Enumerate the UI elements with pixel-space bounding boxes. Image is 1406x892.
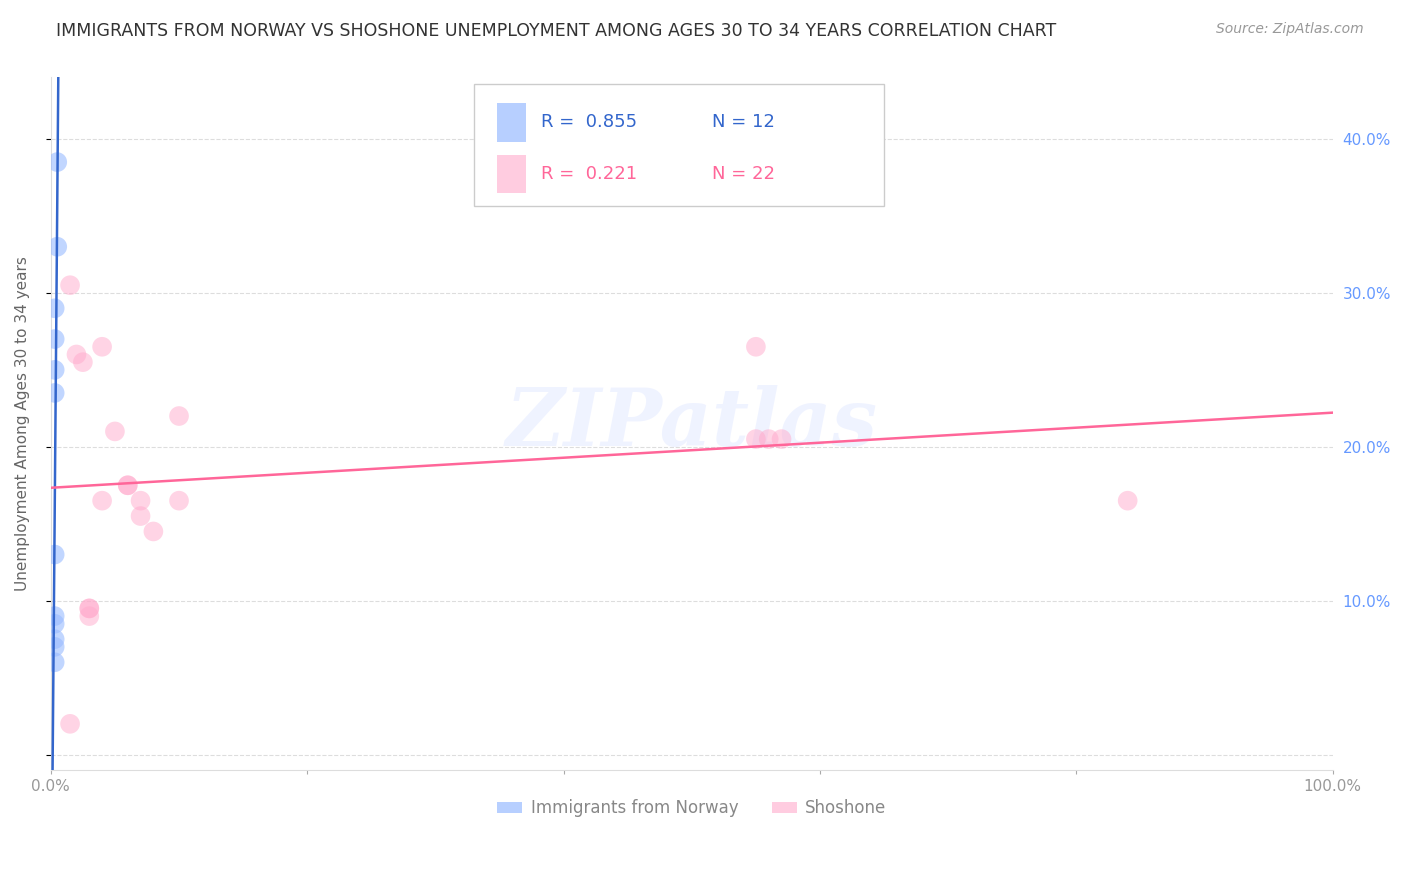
Point <box>65 347 87 361</box>
Point <box>44 616 66 631</box>
Text: R =  0.855: R = 0.855 <box>541 113 637 131</box>
Point <box>117 478 139 492</box>
Point <box>129 493 152 508</box>
Point <box>72 355 94 369</box>
Point <box>44 632 66 647</box>
Point <box>44 386 66 401</box>
Point <box>1116 493 1139 508</box>
Point <box>79 601 101 615</box>
Point <box>44 363 66 377</box>
Point <box>46 240 69 254</box>
Point <box>44 655 66 669</box>
Point <box>142 524 165 539</box>
Point <box>758 432 780 446</box>
Point <box>44 301 66 316</box>
Point <box>129 509 152 524</box>
Text: IMMIGRANTS FROM NORWAY VS SHOSHONE UNEMPLOYMENT AMONG AGES 30 TO 34 YEARS CORREL: IMMIGRANTS FROM NORWAY VS SHOSHONE UNEMP… <box>56 22 1056 40</box>
Point <box>44 332 66 346</box>
Point <box>104 425 127 439</box>
Point <box>91 493 114 508</box>
Point <box>44 609 66 624</box>
Point <box>117 478 139 492</box>
Point <box>770 432 793 446</box>
Point <box>46 155 69 169</box>
Point <box>44 640 66 654</box>
Point <box>59 716 82 731</box>
Text: N = 22: N = 22 <box>711 165 775 184</box>
Legend: Immigrants from Norway, Shoshone: Immigrants from Norway, Shoshone <box>491 793 893 824</box>
Text: Source: ZipAtlas.com: Source: ZipAtlas.com <box>1216 22 1364 37</box>
Text: ZIPatlas: ZIPatlas <box>506 385 877 462</box>
Point <box>44 548 66 562</box>
Point <box>79 601 101 615</box>
Point <box>79 609 101 624</box>
Y-axis label: Unemployment Among Ages 30 to 34 years: Unemployment Among Ages 30 to 34 years <box>15 256 30 591</box>
FancyBboxPatch shape <box>496 103 526 142</box>
FancyBboxPatch shape <box>496 155 526 194</box>
Point <box>745 340 768 354</box>
Text: R =  0.221: R = 0.221 <box>541 165 637 184</box>
Point <box>745 432 768 446</box>
Point <box>167 493 190 508</box>
Point <box>59 278 82 293</box>
FancyBboxPatch shape <box>474 85 884 205</box>
Point <box>167 409 190 423</box>
Text: N = 12: N = 12 <box>711 113 775 131</box>
Point <box>91 340 114 354</box>
